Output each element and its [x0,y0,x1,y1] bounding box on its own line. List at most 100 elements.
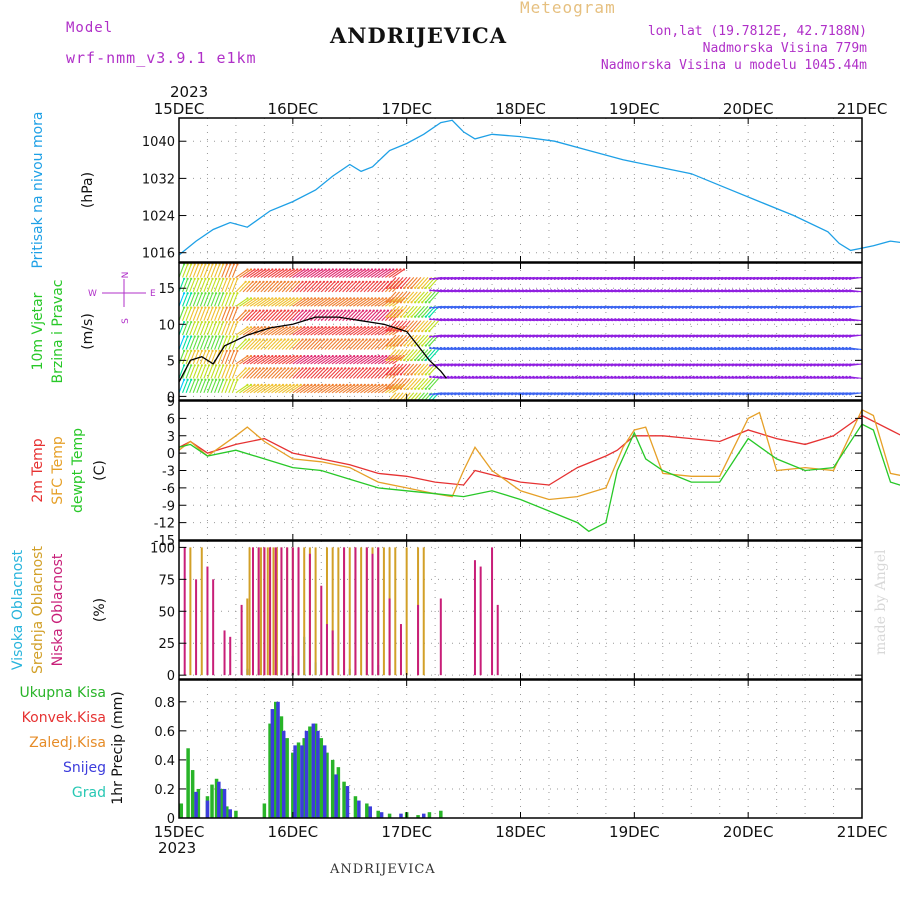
wind-vector-head [525,277,528,281]
wind-vector [374,367,385,379]
wind-vector [407,305,418,318]
wind-vector-head [717,375,720,378]
wind-vector-head [450,346,453,350]
wind-vector-head [429,364,432,367]
wind-vector-head [646,335,649,338]
wind-vector-head [358,280,361,283]
wind-vector [242,281,254,293]
wind-vector-head [340,367,343,370]
wind-vector-head [218,292,221,295]
wind-vector-head [635,306,638,309]
wind-vector-head [190,277,193,280]
wind-vector-head [351,367,354,370]
xtick-label-pressure: 17DEC [381,100,432,118]
wind-vector-head [720,375,724,378]
wind-vector-head [207,335,211,338]
wind-vector [370,339,382,350]
wind-vector-head [706,335,709,338]
wind-vector-head [403,373,406,376]
bar-ukupna-kisa [439,810,443,818]
wind-vector-head [834,393,837,396]
wind-vector-head [207,263,211,266]
wind-vector [224,321,231,336]
wind-vector [342,339,353,350]
wind-vector-head [838,364,841,367]
wind-vector-head [377,326,381,329]
wind-vector-head [385,315,388,318]
wind-vector-head [450,364,453,367]
wind-vector-head [514,375,517,378]
wind-vector-head [571,375,574,378]
wind-vector-head [845,335,848,338]
wind-vector-head [389,358,392,362]
wind-vector-head [784,346,788,350]
wind-vector-head [528,289,531,292]
wind-vector-head [841,277,844,281]
wind-vector-head [507,375,510,378]
wind-vector-head [667,335,670,338]
wind-vector [206,278,214,293]
wind-vector-head [795,318,798,321]
wind-vector [264,355,277,365]
wind-vector-head [777,393,780,396]
wind-vector [299,367,311,379]
wind-vector [317,339,328,350]
wind-vector-head [592,375,595,378]
wind-vector-head [354,338,358,341]
wind-vector-head [749,277,752,281]
wind-vector [418,305,429,318]
wind-vector-head [841,318,844,321]
wind-vector-head [827,346,830,350]
wind-vector-head [406,373,410,376]
wind-vector-head [253,297,256,300]
wind-vector-head [834,335,837,338]
wind-vector-head [621,335,624,338]
label-cloud: Srednja Oblacnost [30,546,46,674]
wind-vector-head [439,393,443,396]
wind-vector-head [532,346,535,350]
wind-vector-head [292,326,295,329]
wind-vector [206,365,214,379]
wind-vector-head [361,338,365,341]
wind-vector [411,349,422,361]
wind-vector-head [610,375,613,378]
wind-vector-head [791,318,795,321]
wind-vector-head [232,277,235,280]
wind-vector-head [207,378,211,381]
wind-vector-head [361,309,365,312]
wind-vector-head [211,292,214,295]
wind-vector-head [417,301,420,304]
wind-vector-head [193,378,196,381]
wind-vector-head [763,306,766,309]
wind-vector [331,384,344,394]
xtick-label-precip: 15DEC [154,823,205,841]
wind-vector [338,339,350,350]
wind-vector [235,326,248,336]
wind-vector-head [229,277,232,280]
wind-vector-head [255,338,258,341]
wind-vector-head [297,367,301,370]
wind-vector-head [731,318,734,321]
wind-vector [278,339,289,350]
wind-vector [224,293,231,307]
wind-vector-head [514,335,517,338]
wind-vector-head [403,301,406,304]
wind-vector-head [518,346,521,350]
wind-vector-head [599,393,603,396]
wind-vector-head [486,335,489,338]
wind-vector-head [211,378,214,381]
wind-vector-head [450,277,453,281]
wind-vector-head [367,326,370,329]
wind-vector-head [301,367,304,370]
panel-bg-temperature [179,401,862,540]
wind-vector [414,320,425,332]
wind-vector [292,367,303,379]
wind-vector-head [392,358,395,362]
wind-vector-head [255,309,258,312]
wind-vector-head [322,367,326,370]
wind-vector-head [406,301,410,304]
wind-vector-head [699,277,702,281]
wind-vector-head [624,306,627,309]
wind-vector [320,384,334,394]
bar-snijeg [322,745,327,818]
